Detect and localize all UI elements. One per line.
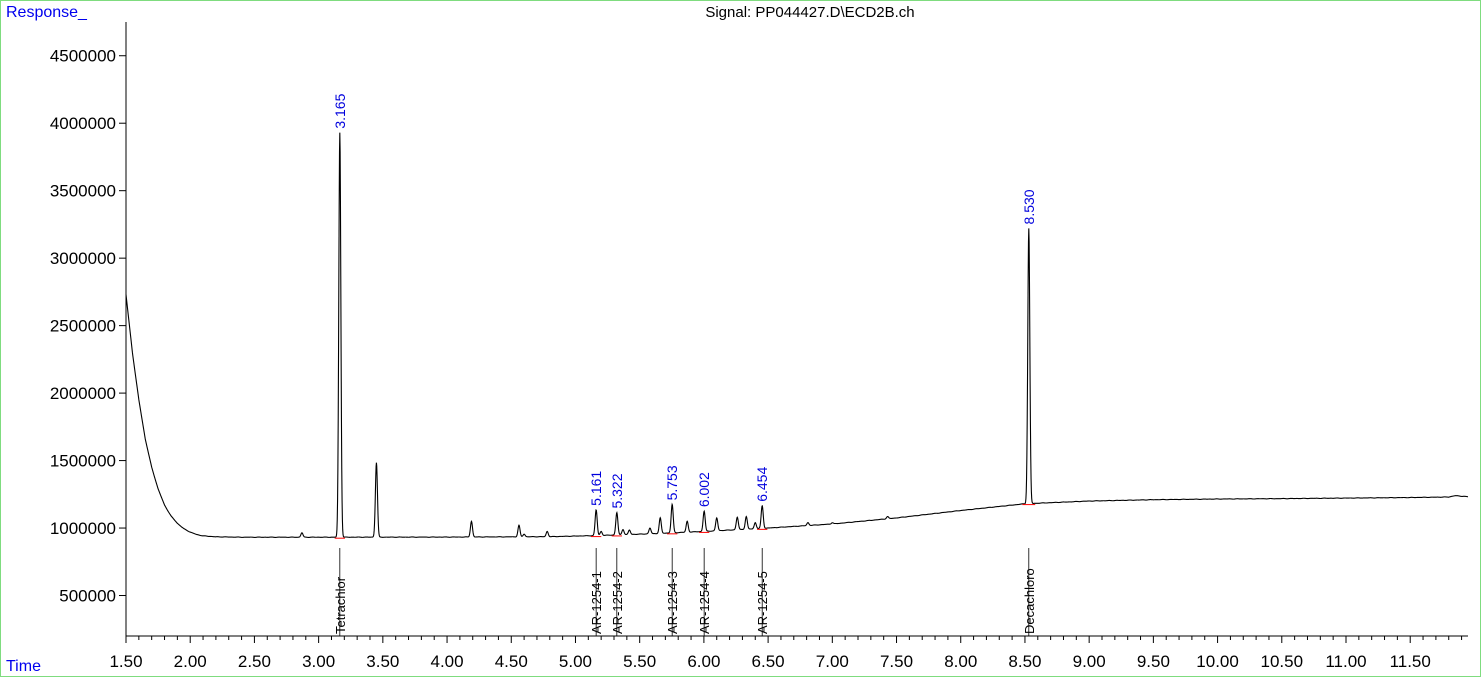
x-tick-label: 8.50 xyxy=(1008,652,1041,671)
peak-rt-label: 5.322 xyxy=(609,473,625,508)
x-tick-label: 1.50 xyxy=(109,652,142,671)
peak-rt-label: 6.454 xyxy=(754,467,770,502)
y-tick-label: 500000 xyxy=(59,587,116,606)
peak-rt-label: 3.165 xyxy=(332,93,348,128)
x-tick-label: 7.00 xyxy=(816,652,849,671)
peak-rt-label: 8.530 xyxy=(1021,189,1037,224)
y-tick-label: 3500000 xyxy=(50,182,116,201)
x-tick-label: 11.50 xyxy=(1390,652,1431,671)
compound-label: AR-1254-4 xyxy=(697,571,712,634)
compound-label: AR-1254-1 xyxy=(589,571,604,634)
peak-rt-label: 5.753 xyxy=(664,465,680,500)
x-tick-label: 10.50 xyxy=(1261,652,1304,671)
peak-rt-label: 5.161 xyxy=(588,471,604,506)
labels-layer: 3.165 5.161 5.322 5.753 6.002 6.454 8.530 Tetra… xyxy=(332,93,1037,636)
compound-label: AR-1254-3 xyxy=(665,571,680,634)
x-tick-label: 6.50 xyxy=(752,652,785,671)
x-tick-label: 5.50 xyxy=(623,652,656,671)
y-tick-label: 2000000 xyxy=(50,384,116,403)
axes: 500000 1000000 1500000 2000000 2500000 300000… xyxy=(50,22,1468,671)
x-tick-label: 2.50 xyxy=(238,652,271,671)
y-tick-label: 4500000 xyxy=(50,47,116,66)
compound-label: AR-1254-5 xyxy=(755,571,770,634)
compound-label: Decachloro xyxy=(1022,568,1037,634)
signal-trace xyxy=(125,132,1469,538)
compound-label: Tetrachlor xyxy=(333,576,348,634)
y-tick-label: 1000000 xyxy=(50,519,116,538)
x-axis-title: Time xyxy=(6,658,41,675)
x-tick-label: 9.50 xyxy=(1137,652,1170,671)
x-tick-label: 7.50 xyxy=(880,652,913,671)
chart-title: Signal: PP044427.D\ECD2B.ch xyxy=(705,4,914,21)
compound-label: AR-1254-2 xyxy=(610,571,625,634)
x-tick-label: 11.00 xyxy=(1325,652,1366,671)
x-tick-label: 4.50 xyxy=(495,652,528,671)
peak-rt-label: 6.002 xyxy=(696,472,712,507)
y-tick-label: 3000000 xyxy=(50,249,116,268)
x-tick-label: 8.00 xyxy=(944,652,977,671)
y-tick-label: 1500000 xyxy=(50,452,116,471)
x-tick-label: 10.00 xyxy=(1196,652,1239,671)
trace-layer xyxy=(125,132,1469,539)
y-tick-label: 4000000 xyxy=(50,114,116,133)
x-tick-label: 5.00 xyxy=(559,652,592,671)
x-tick-label: 2.00 xyxy=(174,652,207,671)
x-tick-label: 3.50 xyxy=(366,652,399,671)
y-axis-title: Response_ xyxy=(6,4,88,21)
y-tick-label: 2500000 xyxy=(50,317,116,336)
x-tick-label: 3.00 xyxy=(302,652,335,671)
x-tick-label: 9.00 xyxy=(1073,652,1106,671)
x-tick-label: 6.00 xyxy=(687,652,720,671)
x-tick-label: 4.00 xyxy=(431,652,464,671)
